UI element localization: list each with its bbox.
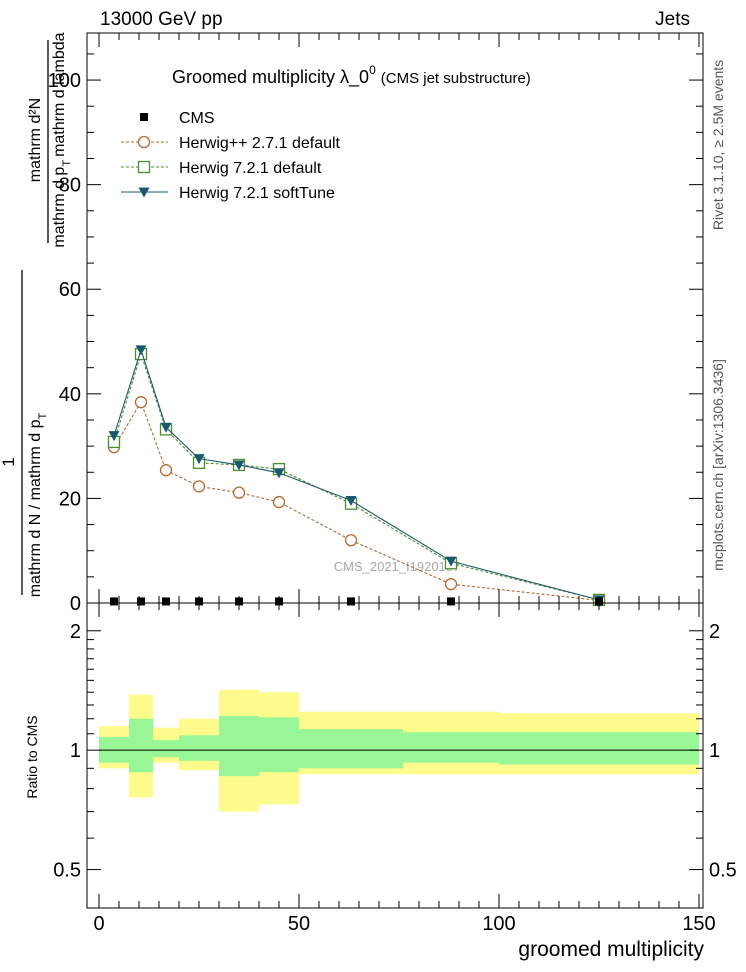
legend-marker [137,160,151,174]
data-point [134,396,148,409]
data-point [108,431,120,442]
process-label: Jets [655,9,690,30]
ratio-tick-label: 2 [709,621,720,643]
ratio-inner-band [153,740,179,758]
series-line [113,352,600,601]
data-point [192,480,206,493]
legend-label: CMS [179,110,215,127]
data-point [345,496,357,507]
axes: 0 20 40 60 80 100 0 50 100 150 0.5 0.5 1 1 2 2 [48,32,737,935]
x-tick-label: 0 [93,913,104,935]
legend-label: Herwig++ 2.7.1 default [179,135,341,152]
main-y-axis-label: mathrm d²N mathrm d pTmathrm d lambda 1 … [0,32,73,597]
ylabel-prefactor-den: mathrm d N / mathrm d pT [27,412,49,597]
data-point [135,345,147,356]
x-axis-label: groomed multiplicity [518,938,704,961]
legend-label: Herwig 7.2.1 default [179,160,322,177]
ratio-tick-label: 2 [70,621,81,643]
ylabel-prefactor-num: 1 [0,457,18,466]
ratio-bands [99,689,699,812]
y-tick-label: 100 [48,70,81,92]
data-point [137,597,145,606]
data-point [272,495,286,509]
y-tick-label: 20 [59,488,81,510]
data-point [159,464,173,477]
ratio-plot-frame [86,602,704,909]
ratio-tick-label: 0.5 [709,860,737,882]
x-tick-label: 100 [482,913,515,935]
y-tick-label: 80 [59,175,81,197]
data-point [444,578,458,591]
ratio-inner-band [179,735,219,761]
ratio-inner-band [219,715,259,777]
ratio-tick-label: 1 [709,740,720,762]
data-point [447,597,455,606]
legend-marker [138,187,150,198]
energy-label: 13000 GeV pp [100,9,223,30]
x-tick-label: 150 [682,913,715,935]
ylabel-numerator: mathrm d²N [27,98,44,182]
legend-marker [137,135,151,149]
ratio-inner-band [299,729,403,769]
ratio-inner-band [129,718,153,773]
legend: CMS Herwig++ 2.7.1 default Herwig 7.2.1 de… [121,110,341,202]
legend-marker [140,113,148,121]
data-point [445,556,457,567]
legend-label: Herwig 7.2.1 softTune [179,185,335,202]
data-point [193,454,205,465]
analysis-watermark: CMS_2021_I1920187 [334,559,461,574]
data-point [160,422,172,433]
data-point [344,534,358,547]
ratio-y-axis-label: Ratio to CMS [24,715,40,798]
data-point [232,486,246,499]
ratio-inner-band [499,732,699,765]
ratio-inner-band [403,732,499,763]
data-point [110,597,118,606]
data-point [273,468,285,479]
chart-title: Groomed multiplicity λ_00 (CMS jet substr… [172,63,531,88]
rivet-label: Rivet 3.1.10, ≥ 2.5M events [710,60,726,230]
ratio-tick-label: 1 [70,740,81,762]
data-point [233,460,245,471]
data-point [162,597,170,606]
ratio-inner-band [259,717,299,773]
ratio-tick-label: 0.5 [53,860,81,882]
data-point [347,597,355,606]
mcplots-label: mcplots.cern.ch [arXiv:1306.3436] [710,359,726,571]
y-tick-label: 0 [70,593,81,615]
y-tick-label: 40 [59,384,81,406]
ylabel-denominator: mathrm d pTmathrm d lambda [51,32,73,247]
y-tick-label: 60 [59,279,81,301]
x-tick-label: 50 [288,913,310,935]
